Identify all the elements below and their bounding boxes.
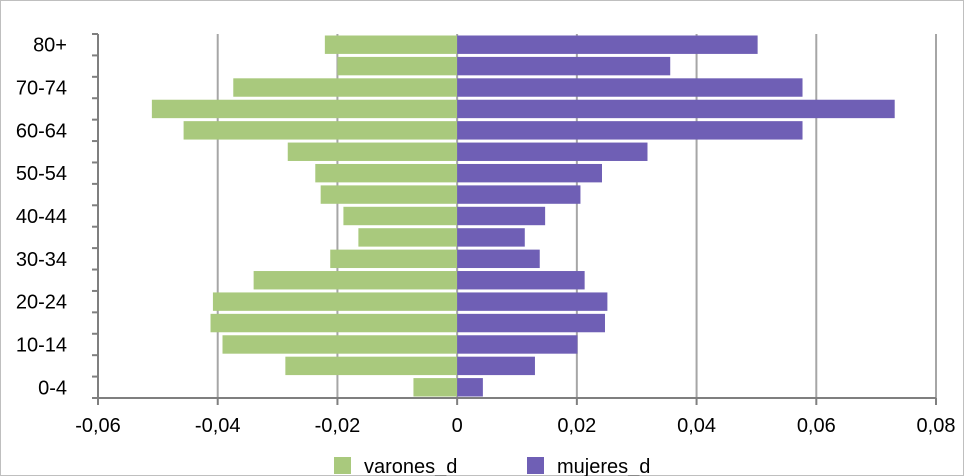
bar-varones	[358, 228, 458, 247]
bar-mujeres	[457, 163, 602, 183]
bar-varones	[285, 356, 458, 376]
y-tick-label: 70-74	[16, 78, 67, 100]
y-tick-label: 30-34	[16, 249, 67, 271]
bar-mujeres	[457, 78, 803, 97]
x-tick-label: 0	[452, 415, 463, 437]
bar-mujeres	[457, 378, 483, 397]
bar-mujeres	[457, 356, 535, 376]
bar-varones	[330, 249, 458, 269]
bar-mujeres	[457, 206, 546, 226]
x-tick-label: -0,02	[315, 415, 361, 437]
bar-mujeres	[457, 313, 605, 333]
x-tick-label: 0,04	[677, 415, 716, 437]
bar-varones	[343, 206, 458, 226]
y-tick-label: 0-4	[38, 377, 67, 399]
x-tick-label: 0,02	[557, 415, 596, 437]
bar-mujeres	[457, 228, 525, 247]
bar-varones	[413, 378, 458, 397]
bar-varones	[222, 335, 458, 354]
bar-mujeres	[457, 249, 540, 269]
y-tick-label: 40-44	[16, 206, 67, 228]
x-tick-label: 0,06	[797, 415, 836, 437]
bar-mujeres	[457, 35, 758, 54]
y-tick-label: 80+	[33, 35, 67, 57]
bar-mujeres	[457, 292, 608, 311]
bar-mujeres	[457, 185, 581, 204]
bar-varones	[210, 313, 458, 333]
legend-label: varones_d	[364, 456, 457, 476]
bar-mujeres	[457, 99, 895, 119]
bar-varones	[320, 185, 458, 204]
y-tick-label: 20-24	[16, 292, 67, 314]
bar-varones	[324, 35, 458, 54]
bar-varones	[253, 271, 458, 290]
y-tick-label: 60-64	[16, 120, 67, 142]
bar-mujeres	[457, 271, 585, 290]
bar-mujeres	[457, 56, 671, 76]
bar-varones	[183, 121, 458, 140]
legend-label: mujeres_d	[557, 456, 650, 476]
bar-varones	[233, 78, 458, 97]
bar-varones	[315, 163, 458, 183]
bar-varones	[151, 99, 458, 119]
x-tick-label: 0,08	[917, 415, 956, 437]
bar-varones	[337, 56, 458, 76]
bar-mujeres	[457, 142, 648, 161]
legend-swatch	[334, 457, 351, 474]
bar-mujeres	[457, 335, 578, 354]
x-tick-label: -0,04	[195, 415, 241, 437]
bar-varones	[212, 292, 458, 311]
bar-mujeres	[457, 121, 803, 140]
legend-swatch	[527, 457, 544, 474]
y-tick-label: 10-14	[16, 334, 67, 356]
bar-varones	[287, 142, 458, 161]
x-tick-label: -0,06	[75, 415, 121, 437]
y-tick-label: 50-54	[16, 163, 67, 185]
